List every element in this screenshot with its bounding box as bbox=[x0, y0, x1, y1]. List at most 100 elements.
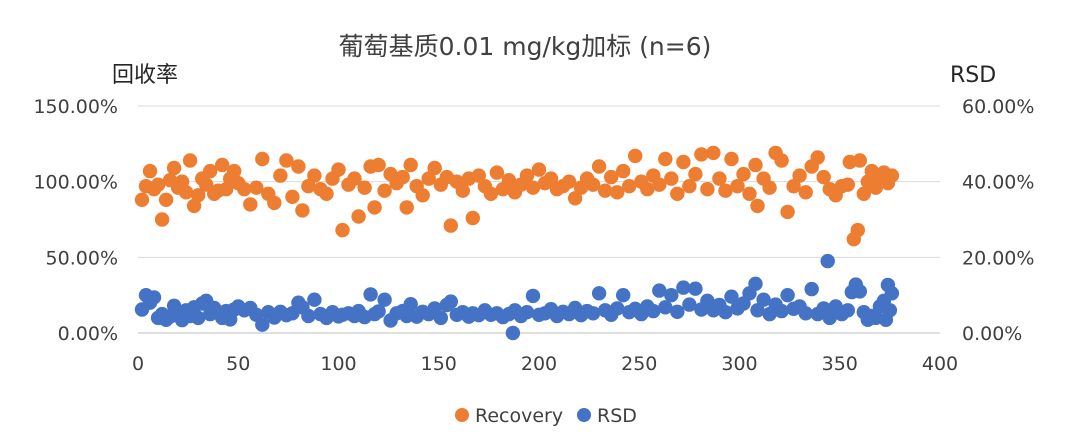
rsd-point bbox=[301, 308, 316, 324]
rsd-point bbox=[798, 306, 813, 321]
recovery-point bbox=[443, 218, 458, 233]
recovery-point bbox=[182, 153, 198, 168]
recovery-point bbox=[852, 153, 867, 168]
recovery-point bbox=[237, 182, 252, 197]
recovery-point bbox=[415, 188, 430, 203]
recovery-point bbox=[682, 179, 697, 194]
recovery-point bbox=[357, 180, 372, 195]
rsd-point bbox=[443, 294, 458, 309]
rsd-point bbox=[750, 303, 765, 318]
recovery-point bbox=[501, 173, 517, 188]
x-tick-label: 0 bbox=[132, 353, 144, 375]
recovery-point bbox=[718, 183, 733, 198]
recovery-point bbox=[158, 192, 174, 207]
recovery-point bbox=[471, 168, 486, 183]
recovery-point bbox=[267, 195, 282, 211]
recovery-point bbox=[319, 186, 334, 201]
recovery-point bbox=[291, 159, 306, 174]
rsd-point bbox=[670, 304, 685, 319]
recovery-point bbox=[730, 179, 745, 194]
recovery-point bbox=[676, 154, 691, 170]
recovery-point bbox=[377, 183, 392, 198]
rsd-point bbox=[718, 305, 733, 320]
rsd-point bbox=[616, 288, 631, 303]
rsd-point bbox=[433, 310, 448, 326]
recovery-point bbox=[792, 168, 807, 183]
recovery-point bbox=[465, 210, 480, 226]
recovery-point bbox=[154, 212, 170, 227]
recovery-point bbox=[519, 168, 535, 183]
recovery-point bbox=[652, 177, 667, 192]
recovery-point bbox=[658, 151, 673, 167]
rsd-point bbox=[658, 300, 673, 315]
recovery-point bbox=[285, 189, 300, 204]
right-axis-title: RSD bbox=[950, 63, 996, 88]
rsd-point bbox=[724, 289, 739, 304]
recovery-point bbox=[664, 171, 679, 186]
left-axis-title: 回收率 bbox=[112, 63, 178, 88]
right-tick-label: 60.00% bbox=[962, 96, 1034, 118]
recovery-point bbox=[301, 179, 316, 194]
recovery-point bbox=[307, 168, 322, 183]
rsd-point bbox=[505, 325, 521, 341]
recovery-point bbox=[295, 203, 310, 218]
recovery-point bbox=[227, 163, 242, 179]
recovery-point bbox=[279, 153, 294, 168]
rsd-point bbox=[804, 281, 819, 297]
left-tick-label: 0.00% bbox=[58, 323, 118, 345]
right-tick-label: 40.00% bbox=[962, 172, 1034, 194]
rsd-point bbox=[646, 303, 661, 319]
axis-ticks: 0.00% 0.00% 50.00% 20.00% 100.00% 40.00% 150.0… bbox=[33, 96, 1034, 375]
recovery-point bbox=[604, 169, 619, 185]
recovery-point bbox=[347, 171, 362, 186]
rsd-point bbox=[852, 284, 867, 299]
rsd-point bbox=[884, 286, 900, 301]
x-tick-label: 400 bbox=[922, 353, 958, 375]
recovery-point bbox=[191, 188, 206, 203]
recovery-point bbox=[399, 200, 414, 215]
recovery-point bbox=[367, 200, 382, 215]
rsd-point bbox=[377, 292, 392, 307]
recovery-point bbox=[816, 169, 831, 185]
x-tick-label: 200 bbox=[521, 353, 557, 375]
recovery-point bbox=[840, 177, 855, 192]
recovery-point bbox=[762, 180, 777, 195]
recovery-point bbox=[150, 177, 166, 192]
recovery-point bbox=[243, 197, 258, 212]
right-tick-label: 0.00% bbox=[962, 323, 1022, 345]
recovery-point bbox=[736, 166, 751, 182]
rsd-point bbox=[676, 280, 691, 295]
left-tick-label: 150.00% bbox=[33, 96, 118, 118]
recovery-point bbox=[688, 166, 703, 182]
recovery-point bbox=[748, 157, 763, 173]
recovery-point bbox=[215, 157, 230, 173]
legend-marker-rsd bbox=[577, 408, 591, 422]
recovery-point bbox=[142, 163, 158, 179]
rsd-point bbox=[519, 305, 535, 320]
rsd-point bbox=[610, 301, 625, 316]
recovery-point bbox=[525, 180, 541, 195]
x-tick-label: 250 bbox=[621, 353, 657, 375]
recovery-point bbox=[351, 209, 366, 224]
recovery-point bbox=[774, 153, 789, 168]
recovery-point bbox=[670, 186, 685, 201]
rsd-point bbox=[591, 286, 607, 301]
recovery-point bbox=[598, 183, 613, 198]
legend-marker-recovery bbox=[455, 408, 469, 422]
rsd-point bbox=[664, 288, 679, 303]
recovery-point bbox=[543, 171, 559, 186]
recovery-point bbox=[742, 186, 757, 201]
rsd-point bbox=[371, 304, 386, 319]
legend: Recovery RSD bbox=[455, 405, 637, 427]
rsd-point bbox=[682, 297, 697, 312]
rsd-point bbox=[403, 297, 418, 312]
recovery-point bbox=[850, 222, 865, 238]
rsd-point bbox=[822, 310, 837, 326]
rsd-point bbox=[780, 288, 795, 303]
rsd-point bbox=[525, 288, 541, 304]
recovery-point bbox=[561, 174, 577, 189]
rsd-point bbox=[363, 287, 378, 302]
rsd-point bbox=[878, 312, 894, 327]
recovery-point bbox=[427, 160, 442, 176]
